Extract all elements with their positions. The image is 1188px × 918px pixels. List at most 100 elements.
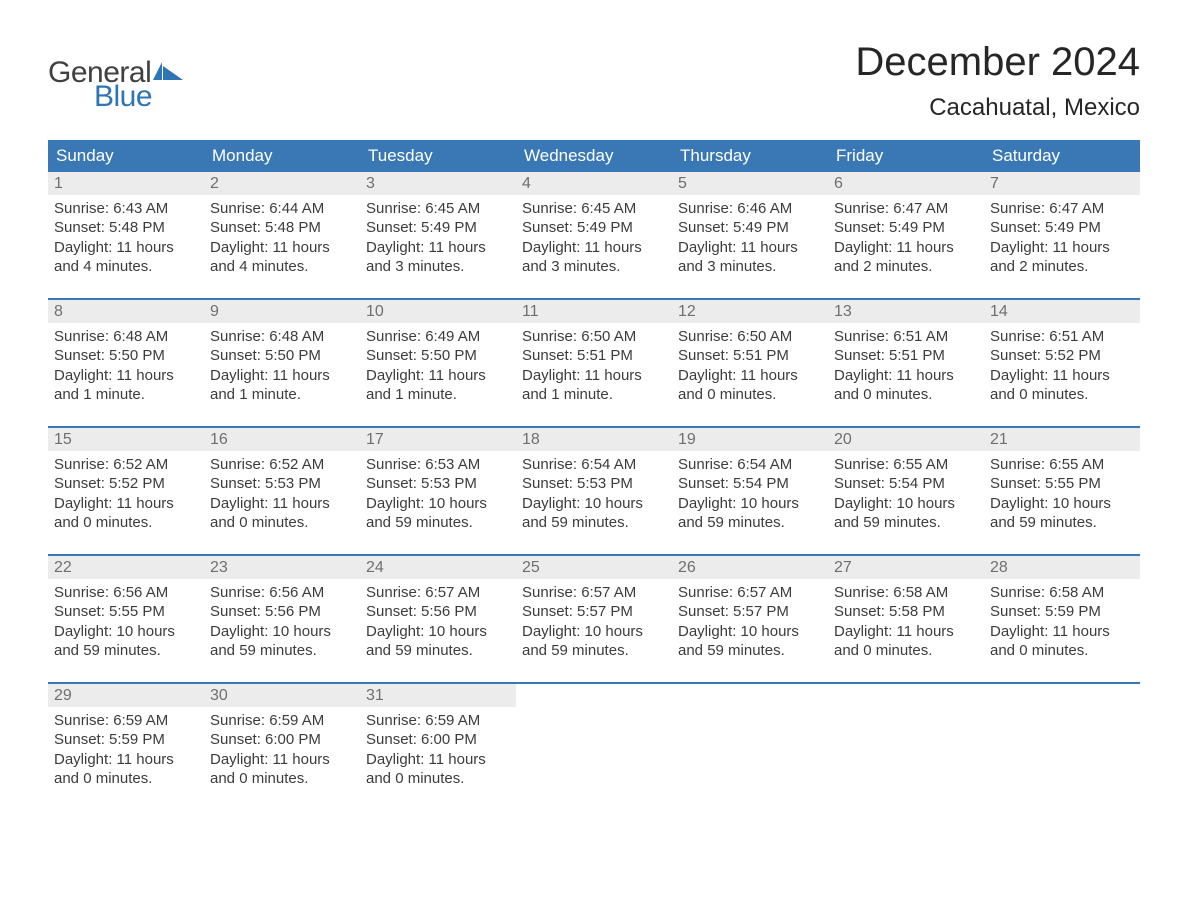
day-day2-line: and 1 minute. <box>210 385 354 404</box>
weekday-header-tuesday: Tuesday <box>360 140 516 172</box>
day-cell: 20Sunrise: 6:55 AMSunset: 5:54 PMDayligh… <box>828 428 984 554</box>
day-cell: 24Sunrise: 6:57 AMSunset: 5:56 PMDayligh… <box>360 556 516 682</box>
day-body: Sunrise: 6:52 AMSunset: 5:52 PMDaylight:… <box>48 451 204 536</box>
day-sunset-line: Sunset: 5:49 PM <box>366 218 510 237</box>
day-day1-line: Daylight: 11 hours <box>834 238 978 257</box>
day-cell: 26Sunrise: 6:57 AMSunset: 5:57 PMDayligh… <box>672 556 828 682</box>
day-cell <box>984 684 1140 810</box>
day-cell: 23Sunrise: 6:56 AMSunset: 5:56 PMDayligh… <box>204 556 360 682</box>
day-sunset-line: Sunset: 5:51 PM <box>678 346 822 365</box>
day-cell: 14Sunrise: 6:51 AMSunset: 5:52 PMDayligh… <box>984 300 1140 426</box>
day-body: Sunrise: 6:55 AMSunset: 5:54 PMDaylight:… <box>828 451 984 536</box>
day-day1-line: Daylight: 10 hours <box>210 622 354 641</box>
day-sunrise-line: Sunrise: 6:59 AM <box>210 711 354 730</box>
day-day2-line: and 3 minutes. <box>366 257 510 276</box>
day-sunrise-line: Sunrise: 6:48 AM <box>54 327 198 346</box>
day-day2-line: and 0 minutes. <box>210 513 354 532</box>
day-number: 6 <box>828 172 984 195</box>
day-sunset-line: Sunset: 5:49 PM <box>990 218 1134 237</box>
weekday-header-monday: Monday <box>204 140 360 172</box>
day-cell: 8Sunrise: 6:48 AMSunset: 5:50 PMDaylight… <box>48 300 204 426</box>
day-day1-line: Daylight: 10 hours <box>678 494 822 513</box>
day-number: 3 <box>360 172 516 195</box>
day-day1-line: Daylight: 11 hours <box>210 494 354 513</box>
day-number: 16 <box>204 428 360 451</box>
day-sunrise-line: Sunrise: 6:55 AM <box>990 455 1134 474</box>
day-day1-line: Daylight: 11 hours <box>366 238 510 257</box>
title-block: December 2024 Cacahuatal, Mexico <box>855 40 1140 122</box>
day-day2-line: and 4 minutes. <box>210 257 354 276</box>
day-body: Sunrise: 6:59 AMSunset: 5:59 PMDaylight:… <box>48 707 204 792</box>
day-day1-line: Daylight: 11 hours <box>834 366 978 385</box>
day-day1-line: Daylight: 11 hours <box>990 366 1134 385</box>
day-sunset-line: Sunset: 5:55 PM <box>54 602 198 621</box>
day-day1-line: Daylight: 10 hours <box>678 622 822 641</box>
day-sunset-line: Sunset: 5:56 PM <box>210 602 354 621</box>
weekday-header-thursday: Thursday <box>672 140 828 172</box>
day-day2-line: and 0 minutes. <box>366 769 510 788</box>
day-body: Sunrise: 6:44 AMSunset: 5:48 PMDaylight:… <box>204 195 360 280</box>
day-day2-line: and 59 minutes. <box>522 641 666 660</box>
day-body: Sunrise: 6:57 AMSunset: 5:56 PMDaylight:… <box>360 579 516 664</box>
day-day1-line: Daylight: 11 hours <box>366 366 510 385</box>
day-body: Sunrise: 6:54 AMSunset: 5:53 PMDaylight:… <box>516 451 672 536</box>
week-row: 8Sunrise: 6:48 AMSunset: 5:50 PMDaylight… <box>48 298 1140 426</box>
day-number: 29 <box>48 684 204 707</box>
week-row: 22Sunrise: 6:56 AMSunset: 5:55 PMDayligh… <box>48 554 1140 682</box>
day-sunrise-line: Sunrise: 6:46 AM <box>678 199 822 218</box>
day-sunrise-line: Sunrise: 6:51 AM <box>834 327 978 346</box>
month-title: December 2024 <box>855 40 1140 84</box>
day-day2-line: and 59 minutes. <box>678 641 822 660</box>
day-day1-line: Daylight: 11 hours <box>54 238 198 257</box>
day-cell: 31Sunrise: 6:59 AMSunset: 6:00 PMDayligh… <box>360 684 516 810</box>
day-cell: 29Sunrise: 6:59 AMSunset: 5:59 PMDayligh… <box>48 684 204 810</box>
day-sunrise-line: Sunrise: 6:56 AM <box>210 583 354 602</box>
day-cell: 30Sunrise: 6:59 AMSunset: 6:00 PMDayligh… <box>204 684 360 810</box>
day-body: Sunrise: 6:57 AMSunset: 5:57 PMDaylight:… <box>516 579 672 664</box>
day-day2-line: and 59 minutes. <box>366 641 510 660</box>
day-body: Sunrise: 6:45 AMSunset: 5:49 PMDaylight:… <box>516 195 672 280</box>
day-body: Sunrise: 6:48 AMSunset: 5:50 PMDaylight:… <box>48 323 204 408</box>
day-cell: 13Sunrise: 6:51 AMSunset: 5:51 PMDayligh… <box>828 300 984 426</box>
week-row: 1Sunrise: 6:43 AMSunset: 5:48 PMDaylight… <box>48 172 1140 298</box>
day-sunrise-line: Sunrise: 6:51 AM <box>990 327 1134 346</box>
day-sunrise-line: Sunrise: 6:50 AM <box>522 327 666 346</box>
week-row: 29Sunrise: 6:59 AMSunset: 5:59 PMDayligh… <box>48 682 1140 810</box>
day-sunrise-line: Sunrise: 6:45 AM <box>522 199 666 218</box>
day-number: 22 <box>48 556 204 579</box>
day-number: 5 <box>672 172 828 195</box>
day-cell: 3Sunrise: 6:45 AMSunset: 5:49 PMDaylight… <box>360 172 516 298</box>
day-day1-line: Daylight: 11 hours <box>678 366 822 385</box>
day-sunset-line: Sunset: 6:00 PM <box>366 730 510 749</box>
day-day1-line: Daylight: 11 hours <box>522 366 666 385</box>
day-sunset-line: Sunset: 5:48 PM <box>210 218 354 237</box>
day-sunset-line: Sunset: 5:52 PM <box>990 346 1134 365</box>
day-sunrise-line: Sunrise: 6:58 AM <box>990 583 1134 602</box>
day-cell: 1Sunrise: 6:43 AMSunset: 5:48 PMDaylight… <box>48 172 204 298</box>
day-body: Sunrise: 6:49 AMSunset: 5:50 PMDaylight:… <box>360 323 516 408</box>
day-day2-line: and 3 minutes. <box>522 257 666 276</box>
header: General Blue December 2024 Cacahuatal, M… <box>48 40 1140 122</box>
day-day2-line: and 59 minutes. <box>834 513 978 532</box>
day-cell: 25Sunrise: 6:57 AMSunset: 5:57 PMDayligh… <box>516 556 672 682</box>
day-day1-line: Daylight: 10 hours <box>54 622 198 641</box>
day-day2-line: and 1 minute. <box>366 385 510 404</box>
day-day2-line: and 0 minutes. <box>834 385 978 404</box>
day-sunset-line: Sunset: 5:51 PM <box>522 346 666 365</box>
weeks-container: 1Sunrise: 6:43 AMSunset: 5:48 PMDaylight… <box>48 172 1140 810</box>
day-day2-line: and 0 minutes. <box>990 385 1134 404</box>
day-day2-line: and 1 minute. <box>522 385 666 404</box>
day-cell: 4Sunrise: 6:45 AMSunset: 5:49 PMDaylight… <box>516 172 672 298</box>
day-day2-line: and 0 minutes. <box>834 641 978 660</box>
day-sunset-line: Sunset: 5:59 PM <box>54 730 198 749</box>
weekday-header-row: Sunday Monday Tuesday Wednesday Thursday… <box>48 140 1140 172</box>
day-day2-line: and 0 minutes. <box>678 385 822 404</box>
day-sunset-line: Sunset: 5:53 PM <box>210 474 354 493</box>
day-sunrise-line: Sunrise: 6:59 AM <box>366 711 510 730</box>
day-number: 11 <box>516 300 672 323</box>
day-number: 25 <box>516 556 672 579</box>
weekday-header-wednesday: Wednesday <box>516 140 672 172</box>
day-number: 18 <box>516 428 672 451</box>
day-body: Sunrise: 6:51 AMSunset: 5:52 PMDaylight:… <box>984 323 1140 408</box>
day-day1-line: Daylight: 10 hours <box>366 494 510 513</box>
